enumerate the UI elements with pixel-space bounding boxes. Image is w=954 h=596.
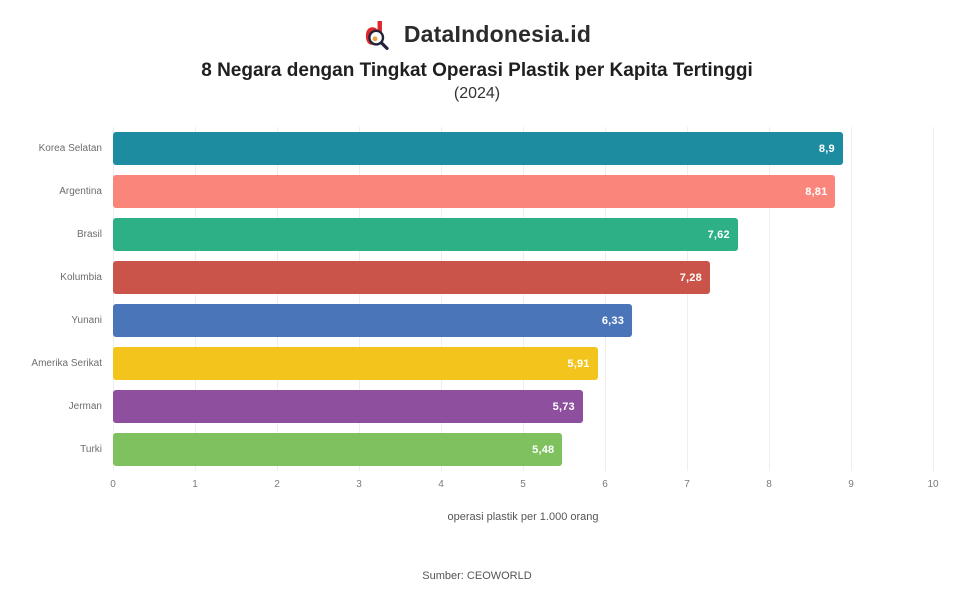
chart-header: d DataIndonesia.id 8 Negara dengan Tingk…: [0, 0, 954, 103]
x-axis-tick: 4: [438, 479, 444, 490]
bar: 8,9: [113, 132, 843, 165]
bar-value-label: 7,28: [679, 271, 702, 284]
gridline: [523, 127, 524, 471]
gridline: [277, 127, 278, 471]
gridline: [195, 127, 196, 471]
bar-value-label: 6,33: [601, 314, 625, 327]
bar-value-label: 5,91: [567, 357, 590, 370]
category-label: Brasil: [76, 229, 102, 240]
x-axis-tick: 2: [274, 479, 280, 490]
bar-rows: Korea Selatan 8,9 Argentina 8,81 Brasil 7,62 K…: [31, 127, 933, 471]
bar-value-label: 5,48: [532, 443, 555, 456]
bar-value-label: 8,81: [805, 185, 828, 198]
gridline: [113, 127, 114, 471]
x-axis-tick: 6: [602, 479, 608, 490]
gridline: [687, 127, 688, 471]
source-note: Sumber: CEOWORLD: [422, 570, 532, 582]
bar-row: Jerman 5,73: [69, 385, 933, 428]
brand-name: DataIndonesia.id: [403, 20, 592, 47]
category-label: Amerika Serikat: [31, 358, 102, 369]
x-axis-tick: 1: [192, 479, 198, 490]
plot-area: Korea Selatan 8,9 Argentina 8,81 Brasil 7,62 K…: [31, 127, 934, 471]
x-axis-tick: 7: [684, 479, 690, 490]
bar-value-label: 7,62: [707, 228, 730, 241]
bar-row: Kolumbia 7,28: [60, 256, 933, 299]
x-axis: 0 1 2 3 4 5 6 7 8 9 10: [110, 479, 938, 495]
bar-row: Amerika Serikat 5,91: [31, 342, 933, 385]
x-axis-tick: 0: [110, 479, 116, 490]
x-axis-tick: 9: [848, 479, 854, 490]
category-label: Korea Selatan: [38, 143, 102, 154]
x-axis-tick: 8: [766, 479, 772, 490]
category-label: Argentina: [59, 186, 102, 197]
x-axis-tick: 3: [356, 479, 362, 490]
gridlines: [113, 127, 934, 471]
gridline: [359, 127, 360, 471]
bar: 8,81: [113, 175, 836, 208]
bar-row: Argentina 8,81: [59, 170, 933, 213]
bar-row: Turki 5,48: [80, 428, 933, 471]
bar-value-label: 5,73: [552, 400, 575, 413]
gridline: [933, 127, 934, 471]
bar-row: Yunani 6,33: [71, 299, 933, 342]
dataindonesia-logo-icon: d: [363, 15, 395, 51]
bar: 5,48: [113, 433, 563, 466]
category-label: Turki: [80, 444, 102, 455]
bar-chart: Korea Selatan 8,9 Argentina 8,81 Brasil 7,62 K…: [0, 127, 954, 523]
x-axis-tick: 10: [927, 479, 939, 490]
brand: d DataIndonesia.id: [0, 15, 954, 52]
bar: 5,91: [113, 347, 598, 380]
gridline: [605, 127, 606, 471]
bar: 5,73: [113, 390, 583, 423]
bar-value-label: 8,9: [818, 142, 835, 155]
category-label: Jerman: [68, 401, 102, 412]
category-label: Kolumbia: [60, 272, 102, 283]
gridline: [769, 127, 770, 471]
chart-title: 8 Negara dengan Tingkat Operasi Plastik …: [201, 60, 753, 81]
bar: 7,28: [113, 261, 710, 294]
category-label: Yunani: [71, 315, 102, 326]
chart-subtitle: (2024): [453, 85, 501, 102]
bar-row: Korea Selatan 8,9: [39, 127, 933, 170]
gridline: [851, 127, 852, 471]
x-axis-label: operasi plastik per 1.000 orang: [447, 511, 599, 523]
bar: 7,62: [113, 218, 738, 251]
bar-row: Brasil 7,62: [77, 213, 933, 256]
bar: 6,33: [113, 304, 633, 337]
gridline: [441, 127, 442, 471]
x-axis-tick: 5: [520, 479, 526, 490]
